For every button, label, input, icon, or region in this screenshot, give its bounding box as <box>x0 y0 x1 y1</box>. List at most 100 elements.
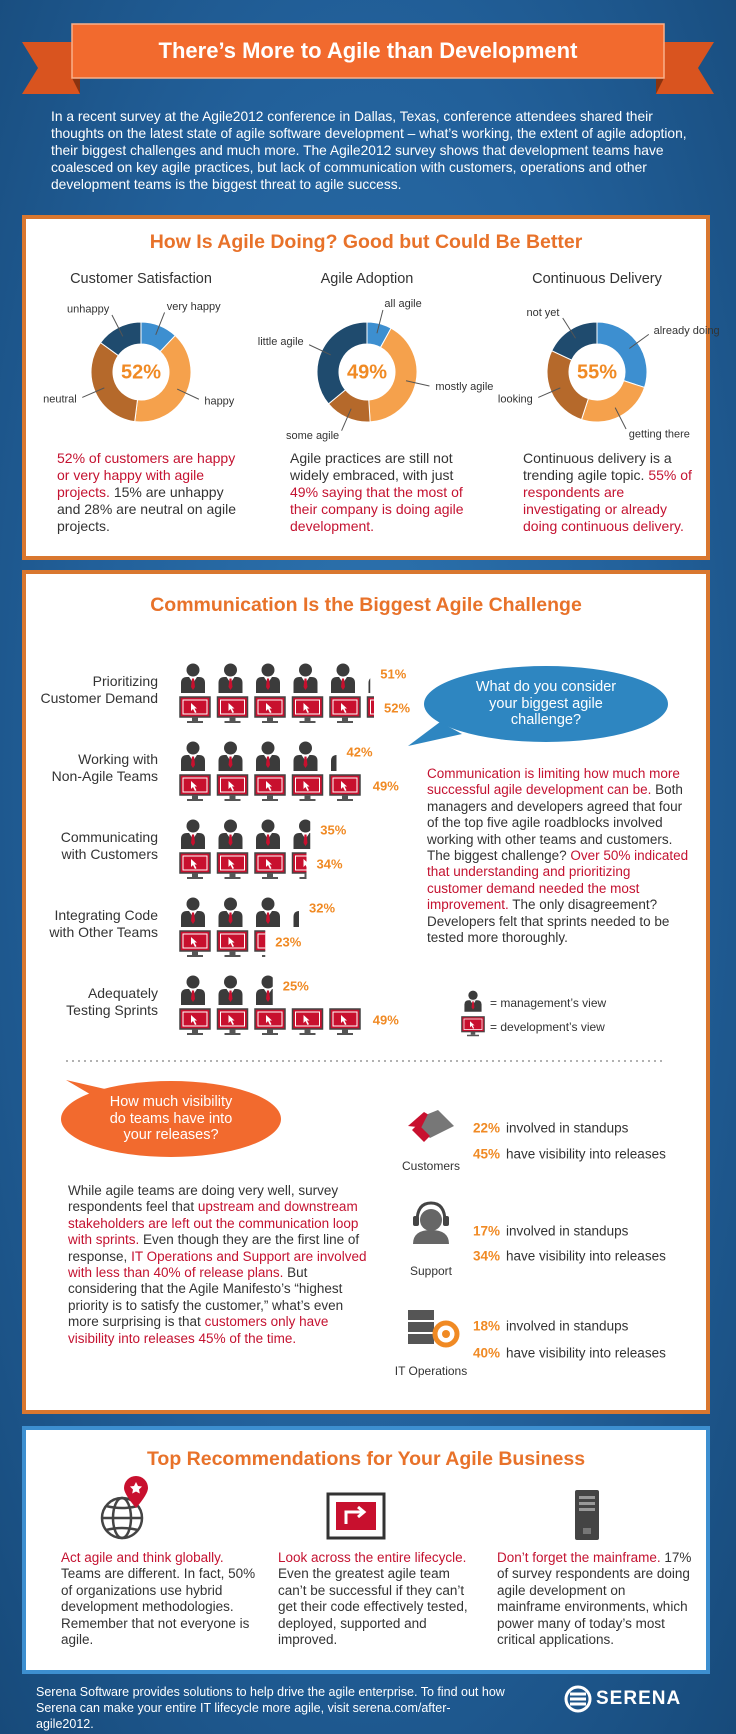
text-run: Continuous delivery is a trending agile … <box>523 450 672 483</box>
text-run: 15% are unhappy and 28% are neutral on a… <box>57 484 237 534</box>
row-label: Prioritizing Customer Demand <box>40 673 159 706</box>
donut-segment <box>368 327 418 423</box>
ribbon-fold <box>72 78 80 94</box>
text-run: Act agile and think globally. <box>61 1550 224 1565</box>
donut-segment <box>316 321 368 405</box>
text-run: The only disagreement? Developers felt t… <box>427 897 670 946</box>
group-value: 17% <box>473 1224 500 1239</box>
segment-label: already doing <box>654 325 720 337</box>
text-run: 52% of customers are happy or very happy… <box>57 450 236 500</box>
segment-label: very happy <box>167 301 221 313</box>
row-label: Integrating Code with Other Teams <box>49 907 158 940</box>
ribbon-tail <box>656 42 714 94</box>
percent-label: 49% <box>373 1012 399 1027</box>
bubble-tail <box>408 722 462 746</box>
group-value: 40% <box>473 1346 500 1361</box>
text-run: Even though they are the first line of r… <box>68 1232 360 1264</box>
legend-label: = development’s view <box>490 1020 605 1034</box>
leader-line <box>308 344 332 356</box>
chart-title: Agile Adoption <box>320 271 414 287</box>
text-run: Even the greatest agile team can’t be su… <box>278 1566 468 1648</box>
group-value: 34% <box>473 1249 500 1264</box>
leader-line <box>376 309 384 334</box>
logo-mark <box>564 1685 592 1713</box>
percent-label: 49% <box>373 778 399 793</box>
bubble <box>61 1081 281 1157</box>
legend-label: = management’s view <box>490 996 607 1010</box>
segment-label: little agile <box>258 336 304 348</box>
bubble-text: What do you consider your biggest agile … <box>475 679 617 728</box>
text-run: Teams are different. In fact, 50% of org… <box>61 1566 256 1648</box>
group-text: have visibility into releases <box>506 1346 666 1361</box>
text-run: upstream and downstream stakeholders are… <box>68 1199 359 1248</box>
row-label: Adequately Testing Sprints <box>66 985 158 1018</box>
donut-segment <box>99 321 142 357</box>
section-title: Top Recommendations for Your Agile Busin… <box>146 1448 586 1470</box>
chart-description: Continuous delivery is a trending agile … <box>523 450 703 535</box>
percent-label: 25% <box>283 978 309 993</box>
donut-center: 55% <box>577 361 617 383</box>
text-run: 49% saying that the most of their compan… <box>290 484 464 534</box>
segment-label: all agile <box>384 298 421 310</box>
ribbon-fold <box>656 78 664 94</box>
support-icon <box>413 1201 449 1244</box>
group-value: 18% <box>473 1319 500 1334</box>
chart-title: Customer Satisfaction <box>70 271 212 287</box>
text-run: IT Operations and Support are involved w… <box>68 1248 367 1281</box>
percent-label: 23% <box>275 934 301 949</box>
lifecycle-icon <box>326 1492 386 1540</box>
mainframe-icon <box>575 1490 599 1540</box>
visibility-paragraph: While agile teams are doing very well, s… <box>68 1183 368 1347</box>
section-box <box>22 215 710 560</box>
group-text: involved in standups <box>506 1319 629 1334</box>
segment-label: mostly agile <box>435 381 493 393</box>
text-run: customers only have visibility into rele… <box>68 1314 329 1346</box>
text-run: Don’t forget the mainframe. <box>497 1550 661 1565</box>
text-run: 55% of respondents are investigating or … <box>523 467 692 534</box>
group-value: 45% <box>473 1147 500 1162</box>
donut-center: 52% <box>121 361 161 383</box>
intro: In a recent survey at the Agile2012 conf… <box>51 109 687 192</box>
row-label: Communicating with Customers <box>60 829 158 862</box>
pictogram <box>181 975 273 1005</box>
recommendation: Look across the entire lifecycle. Even t… <box>278 1550 478 1648</box>
ribbon <box>71 23 665 79</box>
donut-segment <box>134 334 192 423</box>
donut-center: 49% <box>347 361 387 383</box>
leader-line <box>562 317 576 339</box>
group-value: 22% <box>473 1121 500 1136</box>
text-run: But considering that the Agile Manifesto… <box>68 1265 344 1330</box>
segment-label: unhappy <box>67 304 110 316</box>
group-text: involved in standups <box>506 1224 629 1239</box>
brand: SERENA <box>596 1688 682 1709</box>
leader-line <box>82 387 105 398</box>
group-label: Customers <box>402 1159 460 1173</box>
leader-line <box>176 388 200 400</box>
chart-description: 52% of customers are happy or very happy… <box>57 450 237 535</box>
section-title: How Is Agile Doing? Good but Could Be Be… <box>149 231 583 253</box>
segment-label: neutral <box>43 394 77 406</box>
leader-line <box>111 314 124 337</box>
group-label: IT Operations <box>395 1364 467 1378</box>
percent-label: 42% <box>347 744 373 759</box>
leader-line <box>538 387 561 398</box>
server-icon <box>408 1310 460 1348</box>
handshake-icon <box>408 1110 454 1142</box>
recommendation: Don’t forget the mainframe. 17% of surve… <box>497 1550 692 1648</box>
bubble-text: How much visibility do teams have into y… <box>109 1094 233 1143</box>
percent-label: 34% <box>317 856 343 871</box>
leader-line <box>341 408 352 431</box>
segment-label: not yet <box>526 307 559 319</box>
leader-line <box>614 407 627 430</box>
donut-segment <box>551 321 598 361</box>
text-run: While agile teams are doing very well, s… <box>68 1183 339 1215</box>
percent-label: 32% <box>309 900 335 915</box>
leader-line <box>155 312 166 335</box>
leader-line <box>629 333 650 349</box>
text-run: Agile practices are still not widely emb… <box>290 450 454 483</box>
section-box <box>22 1426 710 1674</box>
group-text: involved in standups <box>506 1121 629 1136</box>
footer-text: Serena Software provides solutions to he… <box>36 1685 505 1731</box>
